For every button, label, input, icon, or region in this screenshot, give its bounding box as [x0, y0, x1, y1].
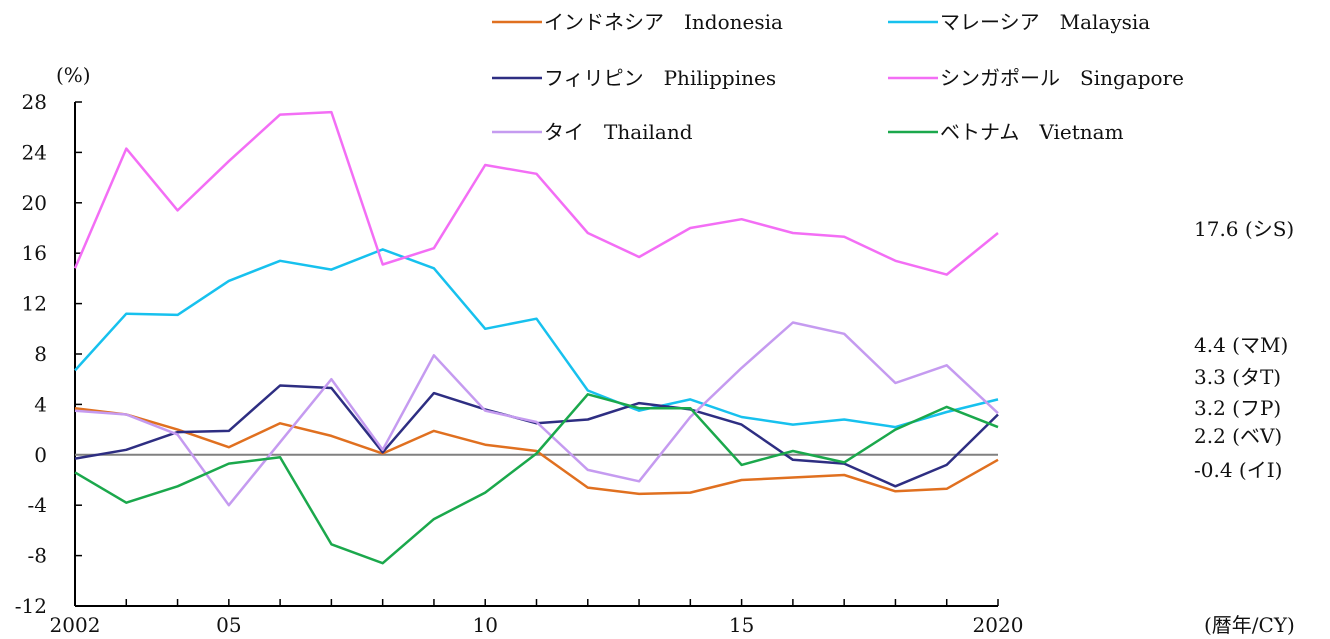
end-label-2: 3.3 (タT) — [1194, 365, 1281, 389]
y-axis-unit-label: (%) — [56, 63, 91, 87]
legend: インドネシア Indonesia マレーシア Malaysia フィリピン Phil… — [492, 10, 1184, 144]
legend-label-1: マレーシア Malaysia — [940, 10, 1150, 34]
x-tick-label: 2020 — [973, 613, 1024, 637]
y-axis: -12 -8 -4 0 4 8 12 16 20 24 28 — [15, 90, 82, 618]
y-tick-label: -8 — [28, 544, 47, 568]
end-label-0: 17.6 (シS) — [1194, 217, 1294, 241]
y-tick-label: 8 — [34, 342, 47, 366]
series-line-4 — [74, 321, 999, 507]
x-axis-unit-label: (暦年/CY) — [1204, 613, 1295, 637]
legend-label-0: インドネシア Indonesia — [544, 10, 783, 34]
y-tick-label: 4 — [34, 392, 47, 416]
y-tick-label: 20 — [22, 191, 47, 215]
end-label-5: -0.4 (イI) — [1194, 458, 1282, 482]
y-tick-label: 16 — [22, 241, 47, 265]
end-label-3: 3.2 (フP) — [1194, 396, 1281, 420]
x-tick-label: 05 — [216, 613, 241, 637]
x-axis: 2002 05 10 15 2020 — [50, 599, 1024, 637]
y-tick-label: 24 — [22, 140, 47, 164]
end-labels: 17.6 (シS) 4.4 (マM) 3.3 (タT) 3.2 (フP) 2.2 (ベV… — [1194, 217, 1294, 482]
legend-label-5: ベトナム Vietnam — [940, 120, 1124, 144]
series-line-5 — [74, 393, 999, 565]
series-line-3 — [73, 110, 999, 276]
y-tick-label: 28 — [22, 90, 47, 114]
legend-label-4: タイ Thailand — [544, 120, 693, 144]
legend-label-3: シンガポール Singapore — [940, 66, 1184, 90]
end-label-1: 4.4 (マM) — [1194, 333, 1288, 357]
x-tick-label: 2002 — [50, 613, 101, 637]
end-label-4: 2.2 (ベV) — [1194, 424, 1282, 448]
x-tick-label: 15 — [729, 613, 754, 637]
y-tick-label: -12 — [15, 594, 47, 618]
legend-label-2: フィリピン Philippines — [544, 66, 776, 90]
series-line-0 — [74, 406, 999, 496]
series-lines — [73, 110, 999, 565]
y-tick-label: 12 — [22, 292, 47, 316]
series-line-1 — [74, 248, 999, 429]
x-tick-label: 10 — [472, 613, 497, 637]
y-tick-label: 0 — [34, 443, 47, 467]
y-tick-label: -4 — [28, 493, 47, 517]
